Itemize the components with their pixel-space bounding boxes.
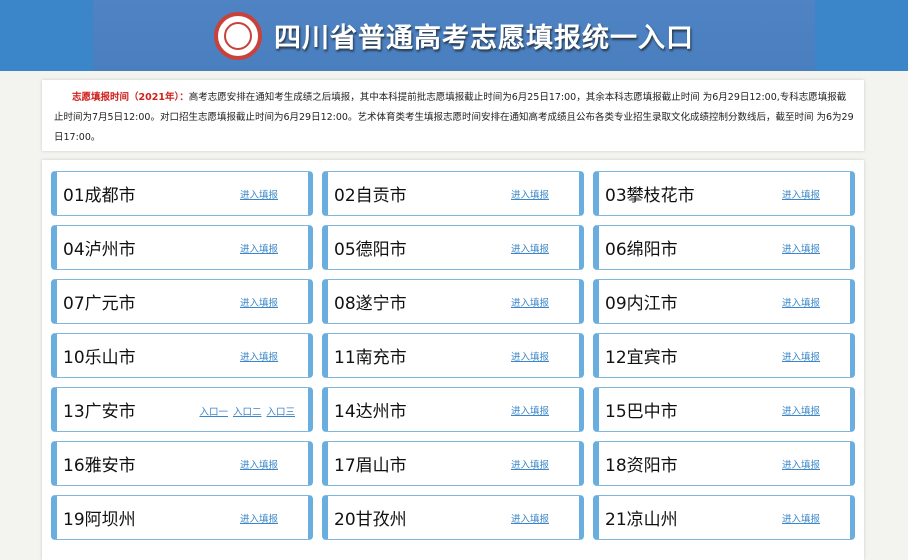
city-card: 08遂宁市 进入填报: [322, 279, 584, 324]
city-card: 05德阳市 进入填报: [322, 225, 584, 270]
notice-label: 志愿填报时间（2021年）：: [72, 92, 189, 103]
city-card: 04泸州市 进入填报: [51, 225, 313, 270]
enter-fill-link[interactable]: 进入填报: [781, 405, 820, 417]
enter-fill-link[interactable]: 进入填报: [510, 405, 549, 417]
city-card: 18资阳市 进入填报: [593, 441, 855, 486]
city-name: 08遂宁市: [334, 294, 407, 314]
city-grid: 01成都市 进入填报 02自贡市 进入填报 03攀枝花市 进入填报 04泸州市 进入填报 05德…: [42, 160, 864, 560]
city-name: 10乐山市: [63, 348, 136, 368]
enter-fill-link[interactable]: 进入填报: [781, 459, 820, 471]
city-card: 17眉山市 进入填报: [322, 441, 584, 486]
enter-fill-link[interactable]: 进入填报: [510, 513, 549, 525]
city-name: 06绵阳市: [605, 240, 678, 260]
city-card: 13广安市 入口一 入口二 入口三: [51, 387, 313, 432]
entry-link[interactable]: 入口三: [266, 407, 295, 418]
header-inner: 四川省普通高考志愿填报统一入口: [93, 0, 815, 71]
city-name: 02自贡市: [334, 186, 407, 206]
emblem-logo: [214, 11, 262, 60]
city-name: 13广安市: [63, 402, 136, 422]
enter-fill-link[interactable]: 进入填报: [781, 513, 820, 525]
city-name: 12宜宾市: [605, 348, 678, 368]
city-card: 14达州市 进入填报: [322, 387, 584, 432]
city-card: 01成都市 进入填报: [51, 171, 313, 216]
enter-fill-link[interactable]: 进入填报: [781, 297, 820, 309]
enter-fill-link[interactable]: 进入填报: [510, 459, 549, 471]
notice-text: 高考志愿安排在通知考生成绩之后填报，其中本科提前批志愿填报截止时间为6月25日1…: [54, 92, 854, 143]
city-name: 18资阳市: [605, 456, 678, 476]
city-name: 01成都市: [63, 186, 136, 206]
city-name: 14达州市: [334, 402, 407, 422]
enter-fill-link[interactable]: 进入填报: [510, 189, 549, 201]
enter-fill-link[interactable]: 进入填报: [781, 243, 820, 255]
city-card: 06绵阳市 进入填报: [593, 225, 855, 270]
city-name: 16雅安市: [63, 456, 136, 476]
enter-fill-link[interactable]: 进入填报: [239, 459, 278, 471]
city-name: 21凉山州: [605, 510, 678, 530]
enter-fill-link[interactable]: 进入填报: [239, 513, 278, 525]
notice-box: 志愿填报时间（2021年）：高考志愿安排在通知考生成绩之后填报，其中本科提前批志…: [42, 80, 864, 151]
enter-fill-link[interactable]: 进入填报: [781, 189, 820, 201]
city-card: 03攀枝花市 进入填报: [593, 171, 855, 216]
city-name: 11南充市: [334, 348, 407, 368]
city-card: 15巴中市 进入填报: [593, 387, 855, 432]
city-name: 04泸州市: [63, 240, 136, 260]
enter-fill-link[interactable]: 进入填报: [239, 243, 278, 255]
city-card: 20甘孜州 进入填报: [322, 495, 584, 540]
city-card: 07广元市 进入填报: [51, 279, 313, 324]
entry-links: 入口一 入口二 入口三: [199, 400, 300, 419]
city-name: 07广元市: [63, 294, 136, 314]
page-title: 四川省普通高考志愿填报统一入口: [274, 23, 694, 54]
entry-link[interactable]: 入口一: [199, 407, 228, 418]
city-name: 15巴中市: [605, 402, 678, 422]
enter-fill-link[interactable]: 进入填报: [239, 189, 278, 201]
enter-fill-link[interactable]: 进入填报: [781, 351, 820, 363]
city-card: 21凉山州 进入填报: [593, 495, 855, 540]
city-name: 19阿坝州: [63, 510, 136, 530]
city-card: 10乐山市 进入填报: [51, 333, 313, 378]
enter-fill-link[interactable]: 进入填报: [510, 243, 549, 255]
city-name: 09内江市: [605, 294, 678, 314]
city-name: 20甘孜州: [334, 510, 407, 530]
entry-link[interactable]: 入口二: [232, 407, 262, 418]
city-card: 11南充市 进入填报: [322, 333, 584, 378]
city-card: 02自贡市 进入填报: [322, 171, 584, 216]
city-card: 19阿坝州 进入填报: [51, 495, 313, 540]
city-card: 12宜宾市 进入填报: [593, 333, 855, 378]
enter-fill-link[interactable]: 进入填报: [510, 351, 549, 363]
city-name: 05德阳市: [334, 240, 407, 260]
enter-fill-link[interactable]: 进入填报: [239, 297, 278, 309]
header-banner: 四川省普通高考志愿填报统一入口: [0, 0, 908, 71]
enter-fill-link[interactable]: 进入填报: [510, 297, 549, 309]
emblem-icon: [224, 21, 252, 50]
enter-fill-link[interactable]: 进入填报: [239, 351, 278, 363]
city-card: 16雅安市 进入填报: [51, 441, 313, 486]
city-name: 03攀枝花市: [605, 186, 695, 206]
city-name: 17眉山市: [334, 456, 407, 476]
city-card: 09内江市 进入填报: [593, 279, 855, 324]
